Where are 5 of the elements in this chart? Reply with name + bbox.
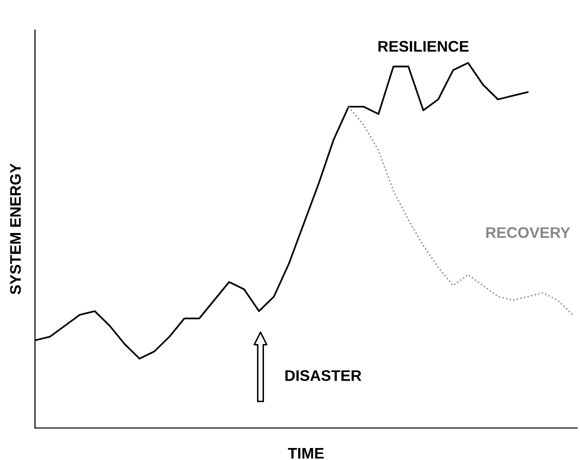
series-label: RESILIENCE — [378, 40, 469, 52]
y-axis-title: SYSTEM ENERGY — [10, 163, 21, 294]
annotation: DISASTER — [285, 370, 362, 381]
x-axis-title: TIME — [288, 448, 324, 459]
text: RECOVERY — [486, 227, 570, 238]
